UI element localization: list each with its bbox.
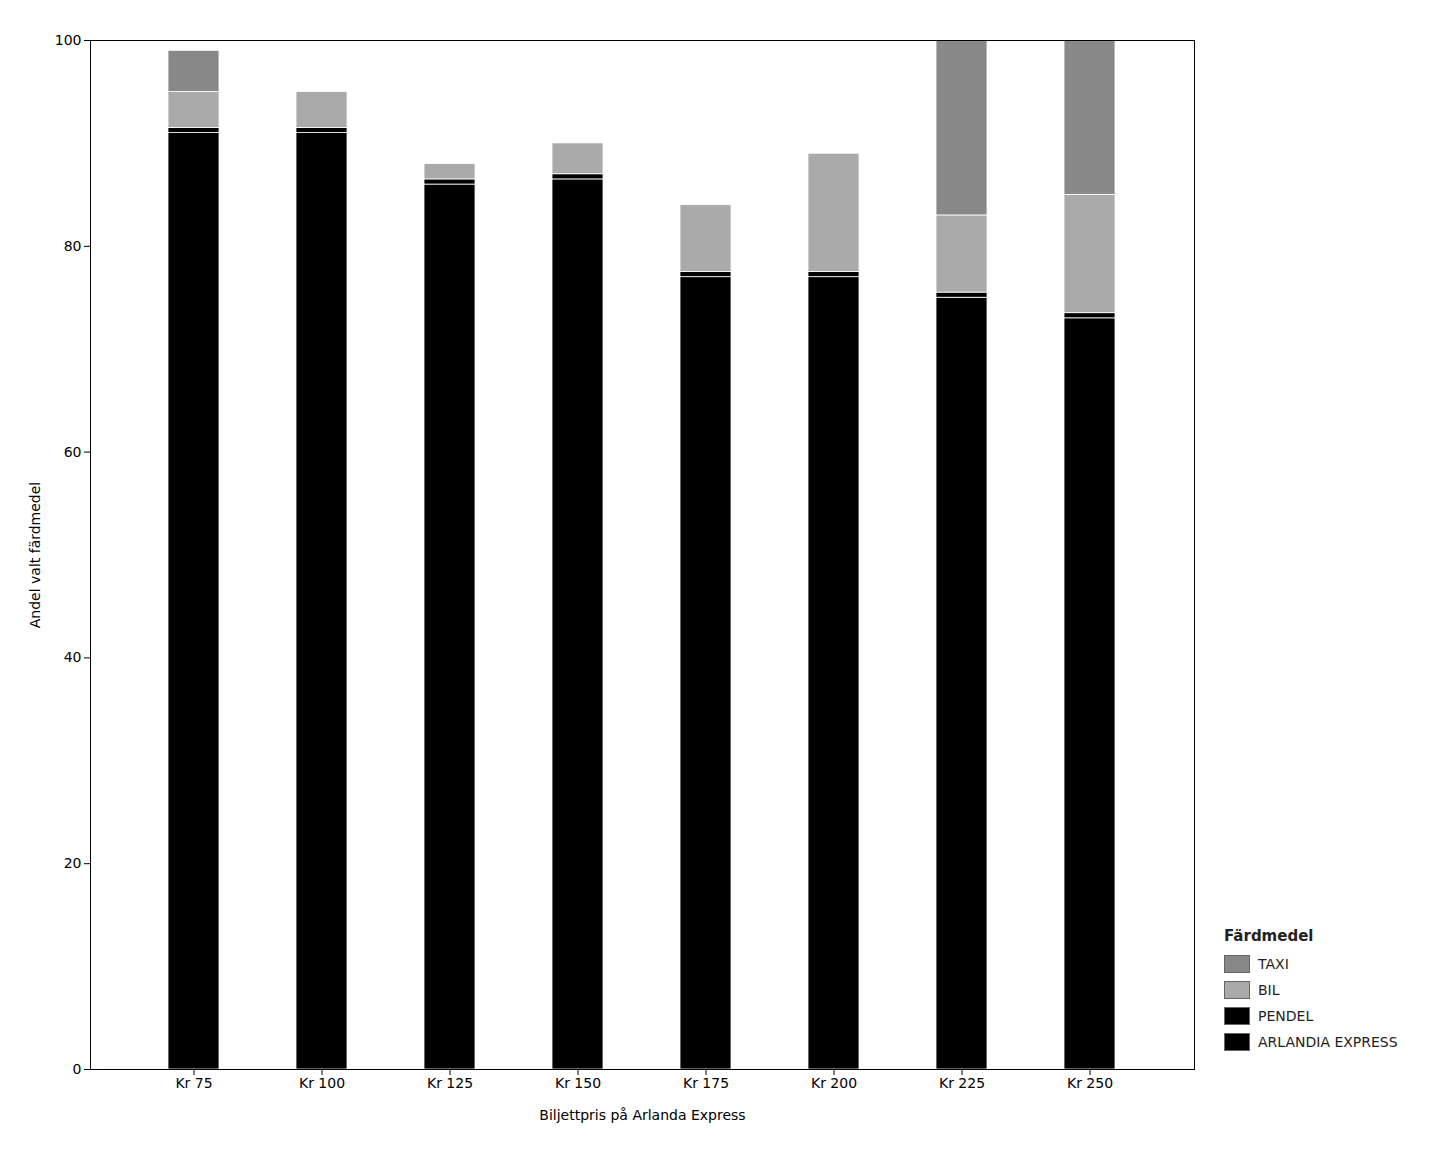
html-text:PENDEL: PENDEL (1258, 1008, 1314, 1024)
svg-text:80: 80 (64, 238, 82, 254)
html-text:ARLANDIA EXPRESS: ARLANDIA EXPRESS (1258, 1034, 1398, 1050)
svg-text:Kr 175: Kr 175 (683, 1075, 729, 1091)
svg-text:Andel valt färdmedel: Andel valt färdmedel (27, 482, 43, 629)
svg-text:Biljettpris på Arlanda Express: Biljettpris på Arlanda Express (539, 1107, 745, 1123)
html-text:TAXI: TAXI (1258, 956, 1289, 972)
svg-text:100: 100 (55, 32, 82, 48)
html-text:BIL: BIL (1258, 982, 1280, 998)
svg-text:Kr 150: Kr 150 (555, 1075, 601, 1091)
svg-text:0: 0 (73, 1061, 82, 1077)
svg-text:Kr 225: Kr 225 (939, 1075, 985, 1091)
html-text:Färdmedel: Färdmedel (1224, 927, 1314, 945)
svg-text:Kr 125: Kr 125 (427, 1075, 473, 1091)
svg-text:Kr 200: Kr 200 (811, 1075, 857, 1091)
svg-text:60: 60 (64, 444, 82, 460)
svg-text:Kr 250: Kr 250 (1067, 1075, 1113, 1091)
svg-text:Kr 100: Kr 100 (299, 1075, 345, 1091)
svg-text:20: 20 (64, 855, 82, 871)
svg-text:40: 40 (64, 649, 82, 665)
svg-text:Kr 75: Kr 75 (175, 1075, 212, 1091)
